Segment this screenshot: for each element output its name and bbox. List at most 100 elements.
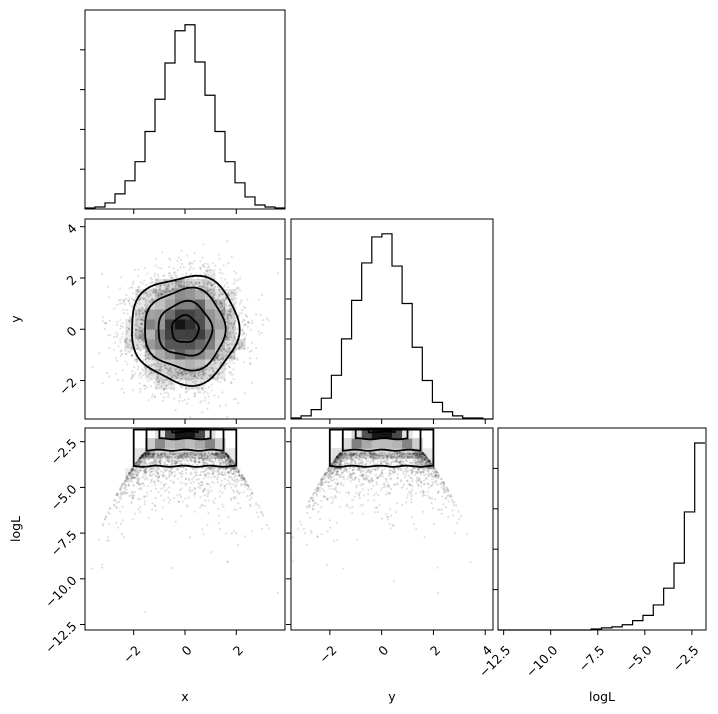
scatter-point (228, 309, 231, 312)
scatter-point (140, 329, 143, 332)
scatter-point (118, 287, 122, 290)
scatter-point (237, 468, 240, 471)
scatter-point (347, 475, 350, 478)
scatter-point (311, 505, 315, 508)
scatter-point (430, 478, 434, 481)
scatter-point (194, 281, 197, 284)
scatter-point (238, 479, 241, 482)
density-cell (125, 319, 136, 330)
scatter-point (191, 262, 194, 265)
scatter-point (426, 470, 429, 473)
scatter-point (119, 298, 122, 301)
scatter-point (217, 303, 221, 306)
scatter-point (224, 452, 227, 455)
scatter-point (164, 458, 167, 461)
scatter-points (91, 240, 279, 419)
scatter-point (148, 454, 151, 457)
scatter-point (219, 348, 222, 351)
scatter-point (335, 456, 338, 459)
scatter-point (192, 476, 195, 479)
scatter-point (120, 349, 123, 352)
scatter-point (440, 477, 443, 480)
scatter-point (138, 372, 142, 375)
density-cell (205, 359, 216, 370)
scatter-point (179, 369, 182, 372)
scatter-point (372, 455, 375, 458)
scatter-point (144, 451, 148, 455)
scatter-point (311, 496, 315, 499)
scatter-point (128, 339, 132, 342)
scatter-point (159, 453, 162, 456)
contour-line (328, 428, 435, 468)
scatter-point (331, 500, 334, 503)
contour-line (131, 274, 241, 387)
scatter-point (206, 281, 209, 284)
scatter-point (163, 452, 167, 456)
scatter-point (216, 454, 219, 457)
scatter-point (232, 398, 236, 401)
scatter-point (107, 375, 111, 378)
scatter-point (152, 371, 156, 374)
scatter-point (190, 281, 193, 284)
scatter-point (171, 453, 174, 456)
scatter-point (408, 490, 411, 494)
scatter-point (139, 456, 142, 460)
scatter-point (420, 453, 423, 456)
scatter-point (227, 346, 230, 350)
density-cell (205, 279, 216, 290)
scatter-point (222, 459, 225, 462)
scatter-point (147, 516, 150, 519)
scatter-point (246, 483, 250, 486)
scatter-point (154, 461, 157, 464)
scatter-point (418, 451, 421, 455)
scatter-point (247, 321, 250, 325)
scatter-point (224, 452, 227, 456)
scatter-point (214, 362, 217, 365)
scatter-point (325, 473, 328, 476)
scatter-point (227, 472, 231, 475)
scatter-point (352, 452, 355, 456)
scatter-point (217, 286, 220, 289)
scatter-point (424, 457, 427, 460)
scatter-point (127, 472, 131, 475)
scatter-point (202, 371, 205, 374)
scatter-point (140, 318, 144, 321)
scatter-point (135, 462, 138, 465)
scatter-point (203, 373, 206, 376)
scatter-point (220, 471, 223, 474)
scatter-point (386, 515, 389, 519)
scatter-point (232, 466, 235, 469)
scatter-point (230, 292, 233, 295)
scatter-point (149, 455, 152, 458)
scatter-point (180, 283, 183, 286)
scatter-point (340, 452, 343, 455)
scatter-point (238, 312, 241, 315)
scatter-point (341, 452, 344, 455)
scatter-point (193, 260, 196, 263)
scatter-point (397, 461, 400, 464)
scatter-point (335, 467, 339, 470)
scatter-point (199, 391, 202, 394)
scatter-point (255, 357, 258, 360)
scatter-point (423, 458, 426, 461)
scatter-point (211, 467, 214, 470)
scatter-point (200, 387, 204, 390)
scatter-point (167, 453, 170, 456)
scatter-point (370, 488, 373, 491)
panel-frame (497, 427, 707, 631)
scatter-point (439, 482, 442, 485)
scatter-point (338, 453, 341, 456)
scatter-point (189, 379, 192, 382)
scatter-point (216, 298, 219, 301)
scatter-point (432, 522, 436, 525)
scatter-point (171, 455, 174, 458)
scatter-point (158, 288, 162, 291)
y-tick-label: −2.5 (48, 436, 80, 468)
scatter-point (142, 457, 146, 460)
scatter-point (318, 490, 322, 493)
scatter-point (363, 467, 366, 470)
scatter-point (352, 452, 355, 455)
scatter-point (342, 484, 345, 487)
scatter-point (242, 477, 245, 480)
scatter-point (185, 285, 189, 288)
